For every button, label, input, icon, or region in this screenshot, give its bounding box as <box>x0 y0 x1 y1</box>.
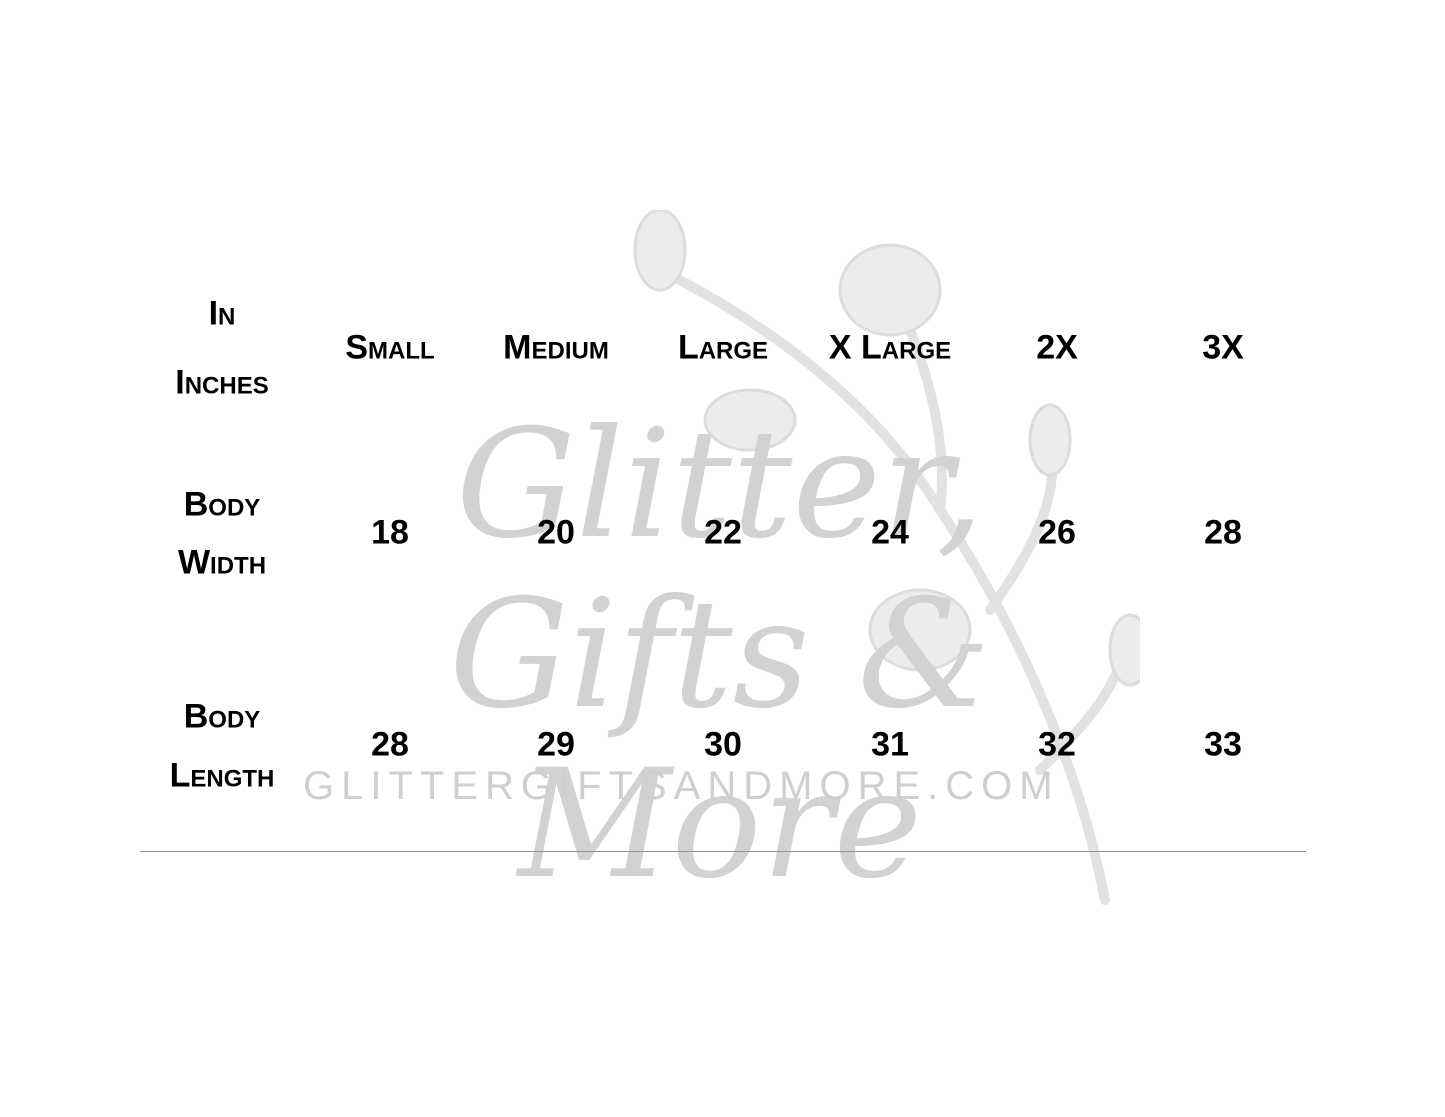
column-header: 3X <box>1202 328 1244 367</box>
row-label-line2: Width <box>177 543 267 582</box>
row-label-line2: Length <box>169 756 275 795</box>
column-header: X Large <box>828 328 952 367</box>
row-label-line1: Body <box>183 485 261 524</box>
column-header: 2X <box>1036 328 1078 367</box>
column-header: Large <box>677 328 769 367</box>
floral-watermark-icon <box>633 210 1140 905</box>
table-cell: 20 <box>537 513 575 552</box>
table-cell: 18 <box>371 513 409 552</box>
table-cell: 26 <box>1038 513 1076 552</box>
column-header: Medium <box>503 328 609 367</box>
table-cell: 30 <box>704 725 742 764</box>
row-label-line1: Body <box>183 697 261 736</box>
table-bottom-rule <box>140 851 1306 852</box>
table-cell: 22 <box>704 513 742 552</box>
table-cell: 28 <box>1204 513 1242 552</box>
table-cell: 32 <box>1038 725 1076 764</box>
corner-label-line2: Inches <box>175 363 269 402</box>
table-cell: 29 <box>537 725 575 764</box>
table-cell: 31 <box>871 725 909 764</box>
table-cell: 24 <box>871 513 909 552</box>
corner-label-line1: In <box>208 294 236 333</box>
column-header: Small <box>345 328 435 367</box>
table-cell: 28 <box>371 725 409 764</box>
table-cell: 33 <box>1204 725 1242 764</box>
